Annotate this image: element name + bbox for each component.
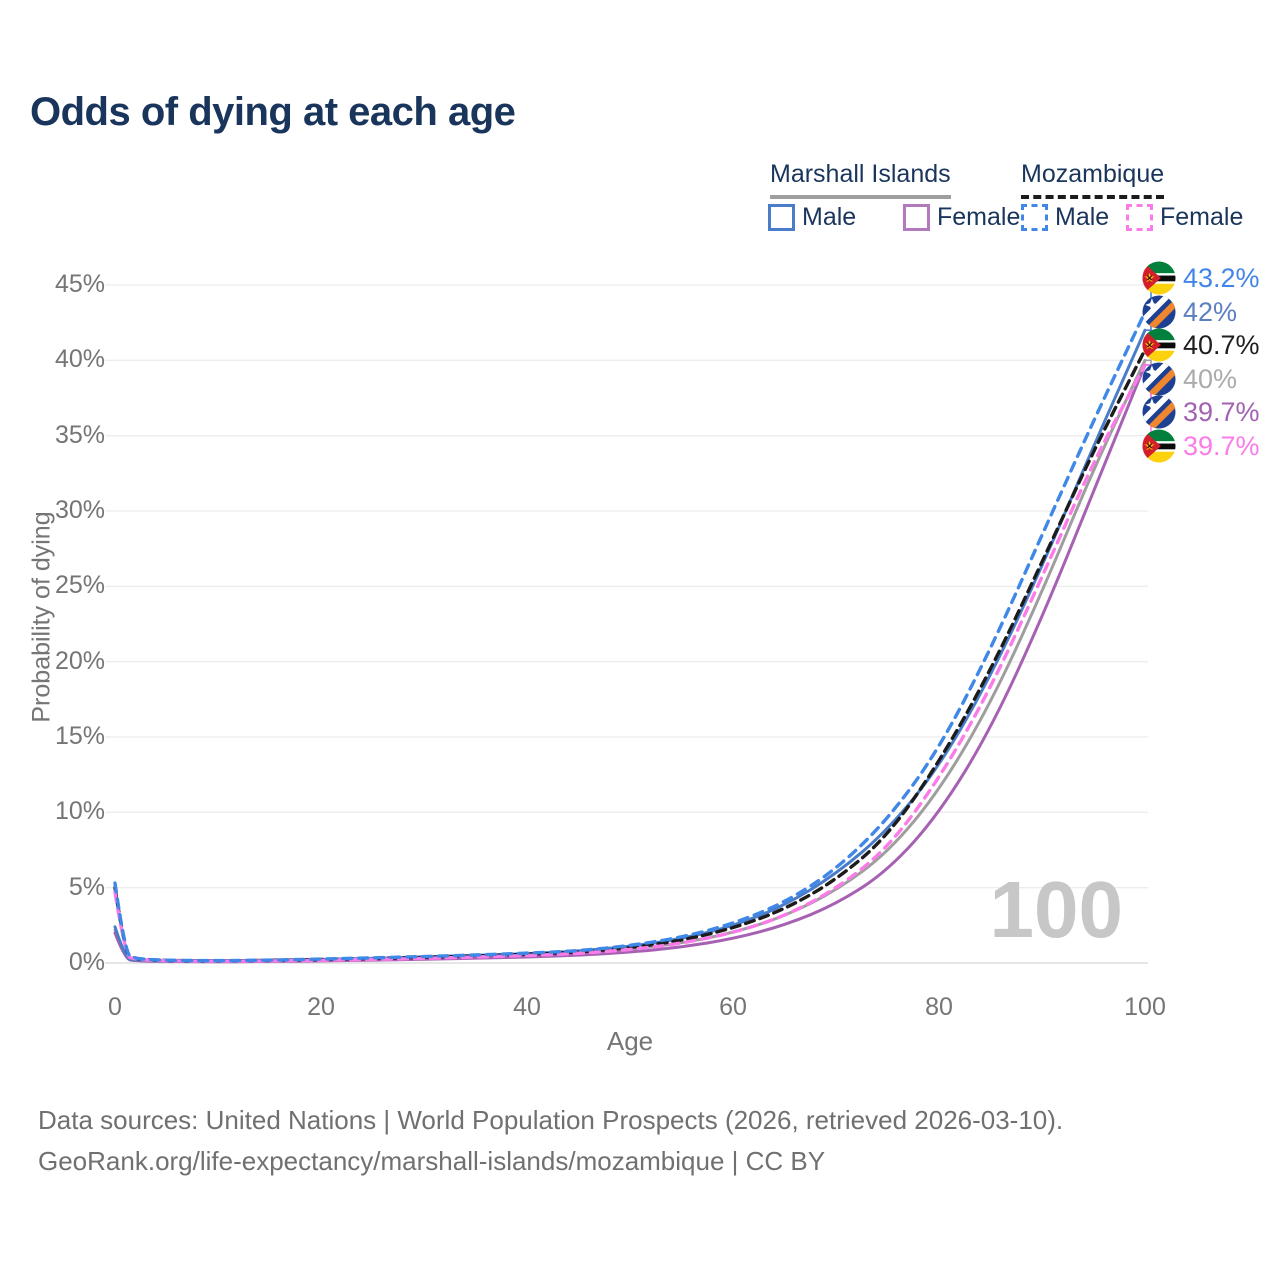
legend-item-label: Male bbox=[802, 203, 857, 231]
x-tick-60: 60 bbox=[719, 993, 747, 1021]
marshall-islands-flag-icon bbox=[1142, 362, 1176, 396]
x-tick-100: 100 bbox=[1124, 993, 1166, 1021]
y-tick-15%: 15% bbox=[54, 721, 105, 750]
mozambique-flag-icon bbox=[1142, 429, 1176, 463]
legend-group-label: Mozambique bbox=[1021, 160, 1165, 188]
y-tick-10%: 10% bbox=[54, 797, 105, 826]
marshall-islands-flag-icon bbox=[1142, 295, 1176, 329]
legend-item-mozambique-male[interactable]: Male bbox=[1021, 203, 1109, 232]
legend-item-marshall-male[interactable]: Male bbox=[768, 203, 856, 232]
y-tick-45%: 45% bbox=[54, 269, 105, 298]
end-label-value: 40% bbox=[1183, 363, 1238, 394]
end-label-mozambique-both-sexes[interactable]: 40.7% bbox=[1142, 328, 1260, 362]
y-tick-35%: 35% bbox=[54, 420, 105, 449]
legend-item-label: Male bbox=[1055, 203, 1110, 231]
x-tick-0: 0 bbox=[108, 993, 122, 1021]
mozambique-flag-icon bbox=[1142, 328, 1176, 362]
x-tick-40: 40 bbox=[513, 993, 541, 1021]
mozambique-flag-icon bbox=[1142, 261, 1176, 295]
y-tick-25%: 25% bbox=[54, 571, 105, 600]
y-tick-0%: 0% bbox=[68, 948, 105, 976]
line-style-swatch bbox=[768, 204, 795, 231]
end-label-marshall-islands-female[interactable]: 39.7% bbox=[1142, 395, 1260, 429]
legend-item-label: Female bbox=[937, 203, 1021, 231]
age-watermark: 100 bbox=[989, 865, 1123, 954]
footer-line-1: Data sources: United Nations | World Pop… bbox=[38, 1105, 1064, 1135]
end-label-marshall-islands-male[interactable]: 42% bbox=[1142, 295, 1237, 329]
end-label-value: 42% bbox=[1183, 296, 1238, 327]
marshall-islands-flag-icon bbox=[1142, 395, 1176, 429]
end-label-marshall-islands-both-sexes[interactable]: 40% bbox=[1142, 362, 1237, 396]
x-axis-label: Age bbox=[606, 1026, 654, 1056]
end-label-value: 43.2% bbox=[1183, 263, 1260, 293]
end-label-value: 39.7% bbox=[1183, 430, 1260, 461]
line-style-swatch bbox=[903, 204, 930, 231]
y-axis-label: Probability of dying bbox=[27, 511, 56, 723]
y-tick-20%: 20% bbox=[54, 646, 105, 675]
legend-group-label: Marshall Islands bbox=[770, 160, 951, 188]
chart-title: Odds of dying at each age bbox=[30, 90, 516, 134]
legend-item-label: Female bbox=[1160, 203, 1244, 231]
x-tick-80: 80 bbox=[925, 993, 953, 1021]
y-tick-30%: 30% bbox=[54, 495, 105, 524]
legend-group-marshall-islands[interactable]: Marshall Islands bbox=[770, 160, 951, 199]
series-line-mozambique-male bbox=[113, 310, 1147, 963]
end-label-mozambique-male[interactable]: 43.2% bbox=[1142, 261, 1260, 295]
legend-item-mozambique-female[interactable]: Female bbox=[1126, 203, 1243, 232]
x-tick-20: 20 bbox=[307, 993, 335, 1021]
footer-line-2[interactable]: GeoRank.org/life-expectancy/marshall-isl… bbox=[38, 1146, 826, 1176]
end-label-mozambique-female[interactable]: 39.7% bbox=[1142, 429, 1260, 463]
y-tick-5%: 5% bbox=[68, 872, 105, 901]
data-sources-footer: Data sources: United Nations | World Pop… bbox=[38, 1100, 1063, 1182]
legend-group-mozambique[interactable]: Mozambique bbox=[1021, 160, 1165, 199]
end-label-value: 40.7% bbox=[1183, 330, 1260, 360]
line-style-swatch bbox=[1021, 204, 1048, 231]
y-tick-40%: 40% bbox=[54, 345, 105, 374]
end-label-value: 39.7% bbox=[1183, 397, 1260, 427]
legend-item-marshall-female[interactable]: Female bbox=[903, 203, 1020, 232]
line-style-swatch bbox=[1126, 204, 1153, 231]
